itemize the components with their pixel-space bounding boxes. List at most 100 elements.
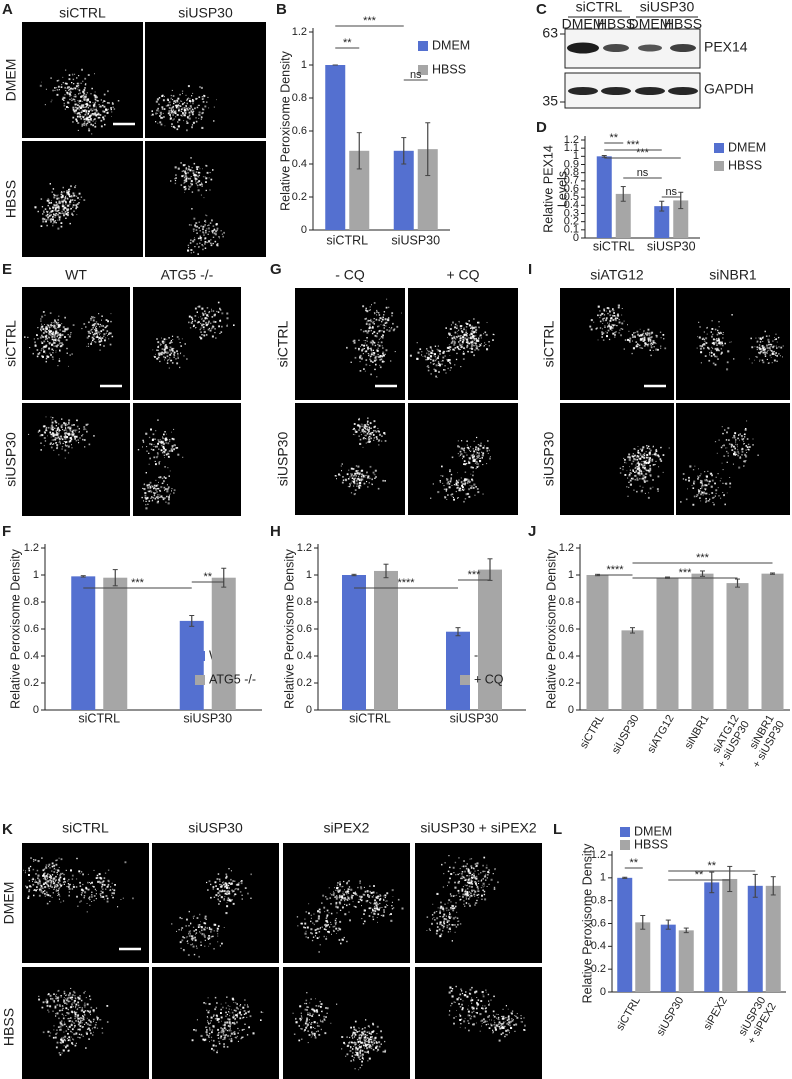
peroxisome-dot [201,334,203,336]
peroxisome-dot [188,910,190,913]
peroxisome-dot [477,444,479,446]
protein-label: GAPDH [704,81,754,97]
band [635,87,665,95]
peroxisome-dot [181,939,184,942]
peroxisome-dot [731,449,734,451]
peroxisome-dot [217,935,219,937]
peroxisome-dot [38,878,41,881]
peroxisome-dot [382,316,384,318]
peroxisome-dot [101,319,102,321]
peroxisome-dot [737,437,739,440]
peroxisome-dot [73,95,75,98]
peroxisome-dot [372,332,374,334]
peroxisome-dot [184,191,185,193]
peroxisome-dot [191,167,193,169]
peroxisome-dot [35,882,37,883]
peroxisome-dot [339,909,342,911]
peroxisome-dot [362,474,364,477]
peroxisome-dot [706,327,708,329]
peroxisome-dot [767,347,770,350]
peroxisome-dot [431,914,434,916]
peroxisome-dot [366,321,368,323]
peroxisome-dot [33,338,35,340]
peroxisome-dot [143,500,144,502]
peroxisome-dot [377,343,379,346]
peroxisome-dot [328,912,330,914]
peroxisome-dot [185,167,187,169]
peroxisome-dot [56,346,58,348]
peroxisome-dot [196,106,199,109]
peroxisome-dot [46,324,48,326]
peroxisome-dot [75,185,77,187]
peroxisome-dot [58,333,61,336]
peroxisome-dot [61,427,63,429]
peroxisome-dot [470,858,473,860]
peroxisome-dot [464,870,466,873]
peroxisome-dot [376,901,378,903]
peroxisome-dot [641,455,643,457]
peroxisome-dot [349,485,351,487]
peroxisome-dot [207,316,209,318]
peroxisome-dot [42,213,44,215]
peroxisome-dot [157,122,159,124]
peroxisome-dot [93,109,95,111]
peroxisome-dot [199,913,201,916]
peroxisome-dot [369,326,371,328]
peroxisome-dot [56,859,58,861]
peroxisome-dot [98,337,101,339]
peroxisome-dot [219,332,221,334]
peroxisome-dot [759,359,761,361]
peroxisome-dot [639,470,641,472]
peroxisome-dot [51,874,54,876]
peroxisome-dot [458,487,460,489]
peroxisome-dot [158,440,161,443]
peroxisome-dot [448,915,451,918]
peroxisome-dot [149,487,152,490]
peroxisome-dot [472,336,475,339]
peroxisome-dot [172,111,175,114]
peroxisome-dot [192,926,195,928]
peroxisome-dot [226,875,228,877]
peroxisome-dot [462,448,465,451]
peroxisome-dot [62,203,64,205]
peroxisome-dot [111,894,113,896]
peroxisome-dot [366,423,368,425]
peroxisome-dot [763,349,765,351]
peroxisome-dot [91,87,93,90]
peroxisome-dot [107,885,109,888]
peroxisome-dot [376,438,378,440]
peroxisome-dot [30,857,32,859]
peroxisome-dot [379,359,381,361]
peroxisome-dot [174,355,176,357]
peroxisome-dot [184,172,187,175]
peroxisome-dot [189,98,191,100]
peroxisome-dot [372,361,374,363]
peroxisome-dot [470,451,471,452]
peroxisome-dot [472,457,474,460]
peroxisome-dot [50,332,53,335]
peroxisome-dot [484,342,486,344]
peroxisome-dot [349,919,351,922]
peroxisome-dot [67,883,69,885]
peroxisome-dot [619,467,622,469]
image-background [283,843,410,963]
peroxisome-dot [602,317,604,319]
peroxisome-dot [90,319,92,321]
peroxisome-dot [80,105,83,108]
peroxisome-dot [94,91,96,93]
peroxisome-dot [163,116,165,118]
peroxisome-dot [56,335,58,338]
peroxisome-dot [360,476,363,478]
peroxisome-dot [210,896,212,899]
peroxisome-dot [373,902,376,905]
peroxisome-dot [48,864,50,866]
peroxisome-dot [166,433,167,435]
band [638,44,662,52]
peroxisome-dot [459,344,461,347]
peroxisome-dot [220,230,222,232]
peroxisome-dot [766,358,768,360]
peroxisome-dot [201,98,204,100]
peroxisome-dot [354,906,357,908]
peroxisome-dot [72,884,74,886]
peroxisome-dot [488,345,490,347]
